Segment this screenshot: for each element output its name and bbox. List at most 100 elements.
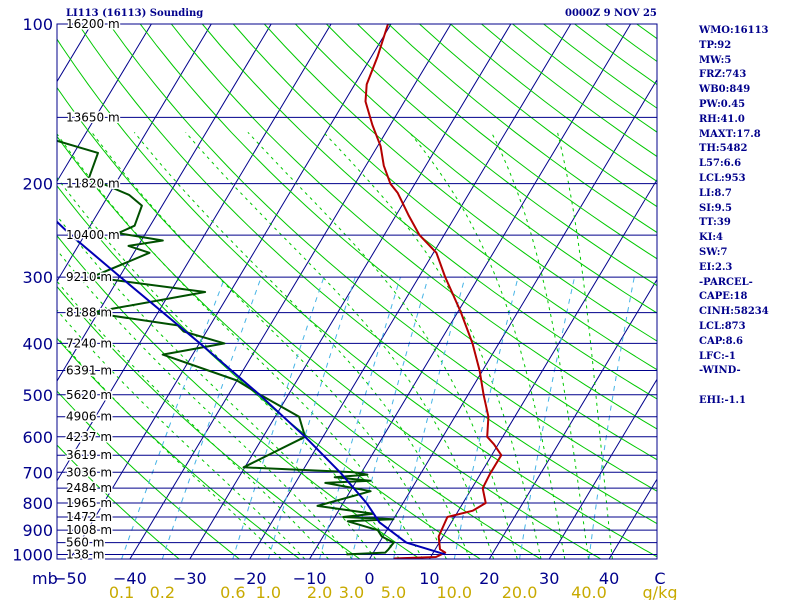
dry-adiabat-line xyxy=(263,24,657,342)
mixing-ratio-tick-label: 0.2 xyxy=(150,583,175,600)
pressure-tick-label: 900 xyxy=(22,521,53,540)
index-item: CINH:58234 xyxy=(699,306,769,318)
height-label: 6391 m xyxy=(66,363,112,377)
pressure-tick-label: 600 xyxy=(22,428,53,447)
temperature-tick-label: 10 xyxy=(419,569,439,588)
moist-adiabat-line xyxy=(57,280,329,559)
index-item: LFC:-1 xyxy=(699,350,736,362)
temperature-profile xyxy=(364,24,503,559)
isotherm-line xyxy=(129,24,452,559)
mixing-ratio-line xyxy=(588,277,635,559)
temperature-tick-label: 20 xyxy=(479,569,499,588)
isotherm-line xyxy=(57,24,152,183)
temperature-tick-label: −30 xyxy=(173,569,207,588)
height-label: 16200 m xyxy=(66,17,120,31)
dry-adiabat-line xyxy=(57,337,300,559)
isotherm-line xyxy=(249,24,572,559)
moist-adiabat-line xyxy=(57,309,306,559)
height-labels: 16200 m 13650 m 11820 m 10400 m 9210 m 8188 m… xyxy=(65,16,122,563)
isotherm-line xyxy=(548,378,657,559)
dry-adiabat-line xyxy=(57,390,240,559)
moist-adiabat-line xyxy=(57,249,353,559)
temperature-tick-label: −40 xyxy=(113,569,147,588)
index-item: TT:39 xyxy=(699,217,731,229)
dry-adiabat-line xyxy=(295,24,657,314)
index-item: TP:92 xyxy=(699,39,732,51)
plot-frame xyxy=(56,23,658,560)
height-label: 5620 m xyxy=(66,388,112,402)
height-label: 10400 m xyxy=(66,228,120,242)
mixing-ratio-line xyxy=(350,276,429,559)
mixing-ratio-line xyxy=(519,276,576,559)
isotherm-line xyxy=(57,24,212,283)
index-item: WMO:16113 xyxy=(699,25,769,36)
index-item: SW:7 xyxy=(699,246,728,258)
pressure-tick-label: 500 xyxy=(22,386,53,405)
dry-adiabat-line xyxy=(57,235,421,559)
chart-title: LI113 (16113) Sounding xyxy=(66,8,204,19)
dry-adiabat-line xyxy=(139,24,657,461)
isotherm-line xyxy=(57,24,272,382)
mixing-ratio-line xyxy=(393,276,466,559)
pressure-tick-label: 300 xyxy=(22,268,53,287)
isotherm-line xyxy=(369,78,657,559)
index-item: PW:0.45 xyxy=(699,98,746,110)
index-item: SI:9.5 xyxy=(699,202,732,214)
index-item: KI:4 xyxy=(699,232,724,244)
index-item: LI:8.7 xyxy=(699,187,732,199)
pressure-tick-label: 400 xyxy=(22,334,53,353)
height-label: 3036 m xyxy=(66,465,112,479)
mixing-ratio-tick-label: 2.0 xyxy=(307,583,332,600)
dry-adiabat-line xyxy=(326,24,657,287)
height-label: 3619 m xyxy=(66,448,112,462)
moist-adiabat-line xyxy=(557,132,613,559)
dry-adiabat-line xyxy=(57,444,180,559)
sounding-time: 0000Z 9 NOV 25 xyxy=(565,8,657,19)
mixing-ratio-tick-label: 3.0 xyxy=(339,583,364,600)
pressure-tick-label: 1000 xyxy=(12,545,53,564)
isotherm-line xyxy=(488,278,657,559)
background-grid xyxy=(57,24,657,559)
pressure-tick-label: 100 xyxy=(22,15,53,34)
temperature-tick-label: 0 xyxy=(364,569,374,588)
height-label: 2484 m xyxy=(66,481,112,495)
height-label: 1008 m xyxy=(66,523,112,537)
height-label: 11820 m xyxy=(66,177,120,191)
mixing-ratio-tick-label: 1.0 xyxy=(256,583,281,600)
index-item: WB0:849 xyxy=(699,84,751,96)
mixing-ratio-axis: 0.1 0.2 0.6 1.0 2.0 3.0 5.0 10.0 20.0 40.0 g/kg xyxy=(109,583,678,600)
isotherm-line xyxy=(428,178,657,559)
index-item: MW:5 xyxy=(699,54,732,66)
height-label: 138 m xyxy=(66,547,104,561)
mixing-ratio-unit-label: g/kg xyxy=(643,583,678,600)
dry-adiabat-line xyxy=(108,24,657,492)
mixing-ratio-line xyxy=(319,276,401,559)
dry-adiabat-line xyxy=(357,24,657,260)
index-item: EHI:-1.1 xyxy=(699,394,746,406)
moist-adiabat-line xyxy=(323,131,542,559)
isotherm-line xyxy=(69,24,392,559)
index-item: -WIND- xyxy=(699,365,741,377)
pressure-tick-label: 700 xyxy=(22,463,53,482)
dry-adiabat-line xyxy=(170,24,657,430)
height-label: 4906 m xyxy=(66,410,112,424)
mixing-ratio-line xyxy=(453,276,519,559)
temperature-tick-label: −20 xyxy=(233,569,267,588)
parcel-path xyxy=(57,220,446,556)
isotherm-line xyxy=(57,24,332,482)
dry-adiabat-line xyxy=(57,86,602,559)
height-label: 9210 m xyxy=(66,270,112,284)
pressure-unit-label: mb xyxy=(32,569,58,588)
index-item: TH:5482 xyxy=(699,143,748,155)
index-item xyxy=(699,379,799,394)
height-label: 13650 m xyxy=(66,110,120,124)
mixing-ratio-tick-label: 20.0 xyxy=(502,583,538,600)
index-item: L57:6.6 xyxy=(699,158,742,170)
stability-indices-panel: WMO:16113 TP:92 MW:5 FRZ:743 WB0:849 PW:0.45 R… xyxy=(699,24,799,409)
mixing-ratio-tick-label: 40.0 xyxy=(571,583,607,600)
sounding-profiles xyxy=(57,24,503,559)
pressure-axis: 100 200 300 400 500 600 700 800 900 1000 mb xyxy=(12,15,57,588)
pressure-tick-label: 800 xyxy=(22,494,53,513)
temperature-tick-label: 40 xyxy=(599,569,619,588)
